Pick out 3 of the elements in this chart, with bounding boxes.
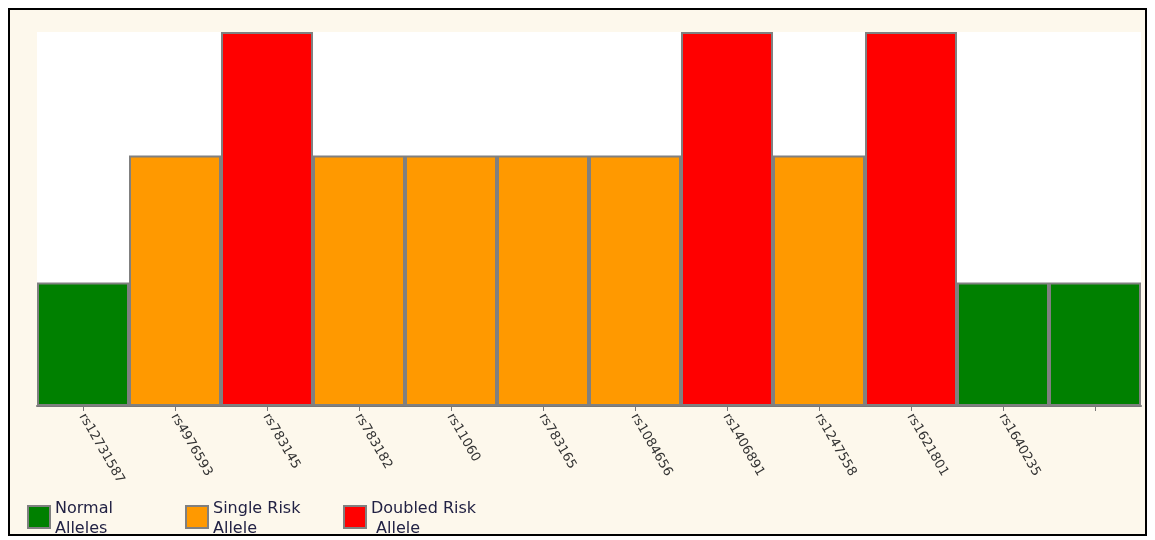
legend-label: Normal Alleles	[55, 497, 118, 537]
legend-label: Doubled Risk Allele	[371, 497, 477, 537]
legend-label: Single Risk Allele	[213, 497, 306, 537]
